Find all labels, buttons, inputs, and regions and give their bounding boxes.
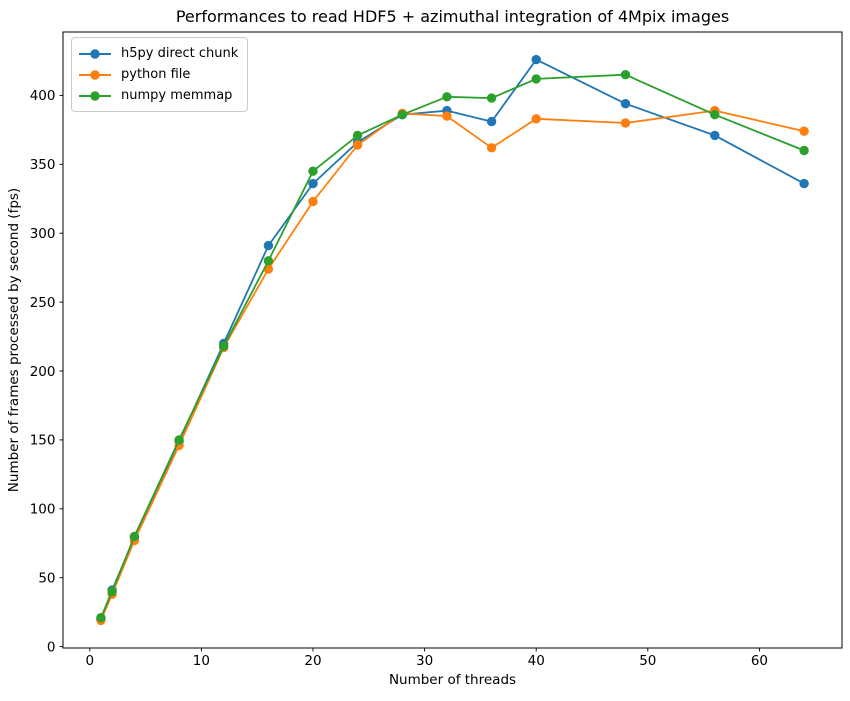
y-tick-label: 0 <box>47 639 56 655</box>
x-tick-label: 50 <box>639 653 656 669</box>
legend-item-h5py-direct-chunk: h5py direct chunk <box>78 43 238 64</box>
x-tick-label: 20 <box>304 653 321 669</box>
chart-title: Performances to read HDF5 + azimuthal in… <box>175 7 730 26</box>
legend-label: python file <box>121 67 191 82</box>
series-point-numpy-memmap <box>308 166 318 176</box>
legend-line-marker-icon <box>79 90 111 101</box>
legend-line-marker-icon <box>79 48 111 59</box>
y-tick-label: 400 <box>30 88 56 104</box>
series-point-numpy-memmap <box>174 435 184 445</box>
x-axis-label: Number of threads <box>388 672 517 688</box>
series-point-numpy-memmap <box>352 130 363 141</box>
series-point-numpy-memmap <box>710 110 720 120</box>
y-tick-label: 250 <box>30 295 56 311</box>
series-point-python-file <box>620 118 631 128</box>
series-point-python-file <box>531 114 541 124</box>
series-point-python-file <box>352 140 363 150</box>
legend: h5py direct chunk python file numpy memm… <box>71 37 249 112</box>
series-line-h5py-direct-chunk <box>100 58 805 620</box>
series-point-numpy-memmap <box>107 586 117 597</box>
series-point-python-file <box>308 196 318 207</box>
series-point-numpy-memmap <box>486 93 497 103</box>
series-point-numpy-memmap <box>531 74 541 84</box>
series-point-h5py-direct-chunk <box>486 116 497 127</box>
series-point-numpy-memmap <box>263 256 274 266</box>
y-tick-label: 50 <box>38 571 55 587</box>
legend-item-numpy-memmap: numpy memmap <box>78 85 238 106</box>
x-tick-label: 60 <box>751 653 768 669</box>
series-point-h5py-direct-chunk <box>308 178 318 189</box>
series-point-numpy-memmap <box>442 92 452 102</box>
series-point-numpy-memmap <box>219 341 229 351</box>
series-line-numpy-memmap <box>100 73 805 619</box>
legend-item-python-file: python file <box>78 64 238 85</box>
series-point-python-file <box>799 126 809 136</box>
series-line-python-file <box>100 109 805 622</box>
series-point-h5py-direct-chunk <box>620 99 631 109</box>
series-point-numpy-memmap <box>96 613 106 623</box>
series-point-h5py-direct-chunk <box>531 54 541 65</box>
series-point-numpy-memmap <box>129 531 140 542</box>
series-point-numpy-memmap <box>799 145 809 156</box>
y-tick-label: 300 <box>30 226 56 242</box>
legend-line-marker-icon <box>79 69 111 80</box>
series-point-numpy-memmap <box>620 70 631 80</box>
legend-label: h5py direct chunk <box>121 46 239 61</box>
y-tick-label: 150 <box>30 433 56 449</box>
y-axis-label: Number of frames processed by second (fp… <box>6 187 22 493</box>
x-tick-label: 40 <box>528 653 545 669</box>
series-point-numpy-memmap <box>397 110 407 120</box>
x-tick-label: 30 <box>416 653 433 669</box>
series-point-python-file <box>486 143 497 153</box>
y-tick-label: 350 <box>30 157 56 173</box>
y-tick-label: 100 <box>30 502 56 518</box>
legend-label: numpy memmap <box>121 88 233 103</box>
x-tick-label: 10 <box>193 653 210 669</box>
series-point-python-file <box>442 111 452 121</box>
x-tick-label: 0 <box>85 653 94 669</box>
series-point-h5py-direct-chunk <box>799 178 809 189</box>
series-point-h5py-direct-chunk <box>263 240 274 251</box>
series-point-h5py-direct-chunk <box>710 130 720 141</box>
axes-frame <box>62 31 843 649</box>
y-tick-label: 200 <box>30 364 56 380</box>
